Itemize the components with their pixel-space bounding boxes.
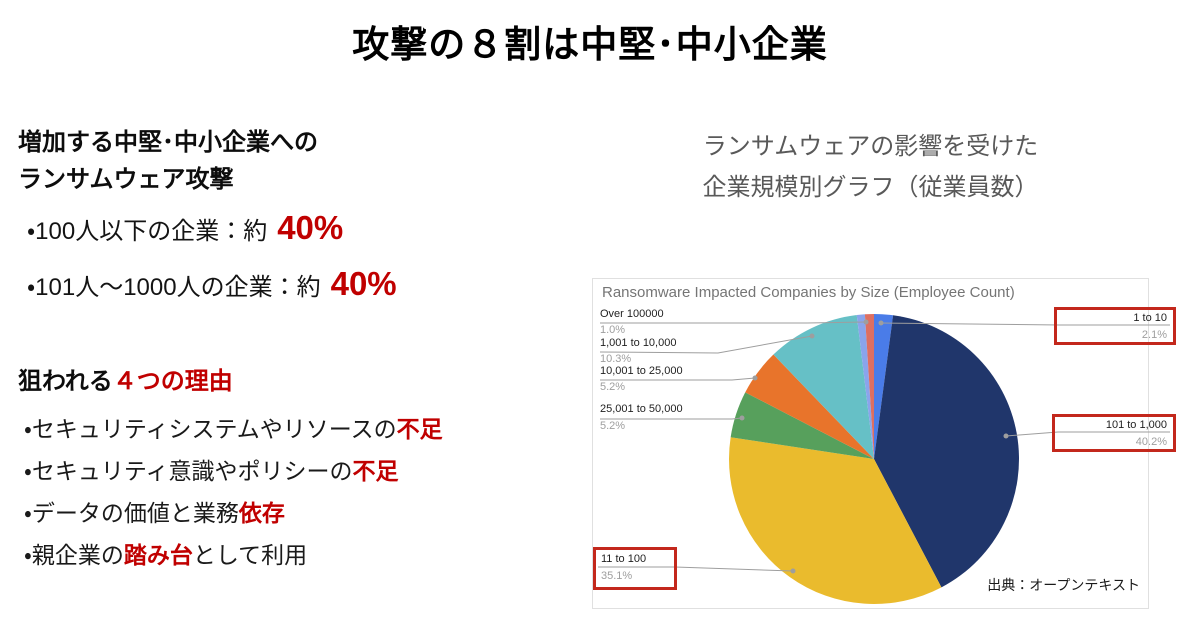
reasons-heading: 狙われる４つの理由	[18, 361, 233, 396]
callout-leader-line	[600, 321, 867, 324]
callout-label: 10,001 to 25,000	[600, 365, 683, 377]
pie-chart-svg	[598, 314, 1170, 604]
callout-anchor-dot	[739, 415, 745, 421]
stat-101-1000: ・101人～1000人の企業：約 40%	[27, 265, 397, 303]
stat-under-100: ・100人以下の企業：約 40%	[27, 209, 343, 247]
highlight-box-1-to-10: 1 to 10 2.1%	[1054, 307, 1176, 345]
callout-25001-50000: 25,001 to 50,000 5.2%	[600, 403, 683, 433]
pie-slice	[864, 314, 874, 459]
stat-101-1000-value: 40%	[330, 265, 397, 302]
callout-anchor-dot	[1003, 433, 1009, 439]
reason-text: ・親企業の	[24, 542, 124, 568]
reason-item: ・セキュリティシステムやリソースの不足	[24, 408, 443, 450]
callout-label: 11 to 100	[601, 553, 647, 565]
reason-text: ・セキュリティシステムやリソースの	[24, 416, 397, 442]
callout-pct: 35.1%	[601, 570, 633, 582]
callout-anchor-dot	[863, 319, 869, 325]
page-title: 攻撃の８割は中堅･中小企業	[352, 24, 828, 65]
reasons-heading-accent: ４つの理由	[112, 368, 233, 395]
callout-label: 25,001 to 50,000	[600, 403, 683, 415]
callout-leader-line	[880, 322, 1170, 326]
reason-item: ・データの価値と業務依存	[24, 492, 443, 534]
pie-slice	[730, 392, 874, 459]
left-heading: 増加する中堅･中小企業への ランサムウェア攻撃	[18, 124, 318, 198]
callout-10001-25000: 10,001 to 25,000 5.2%	[600, 365, 683, 394]
pie-slice	[773, 315, 874, 459]
pie-slice	[745, 354, 874, 459]
left-heading-line1: 増加する中堅･中小企業への	[18, 129, 318, 156]
reason-accent: 依存	[238, 500, 285, 526]
callout-label: 1 to 10	[1133, 312, 1167, 324]
callout-pct: 1.0%	[600, 324, 626, 336]
callout-label: 1,001 to 10,000	[600, 337, 677, 349]
reason-text: ・データの価値と業務	[24, 500, 239, 526]
left-heading-line2: ランサムウェア攻撃	[18, 166, 234, 193]
callout-1001-10000: 1,001 to 10,000 10.3%	[600, 337, 676, 366]
callout-anchor-dot	[752, 375, 758, 381]
chart-source: 出典：オープンテキスト	[987, 577, 1140, 593]
chart-title: Ransomware Impacted Companies by Size (E…	[602, 284, 1015, 301]
reason-item: ・セキュリティ意識やポリシーの不足	[24, 450, 443, 492]
highlight-box-101-to-1000: 101 to 1,000 40.2%	[1052, 414, 1176, 452]
pie-slice	[856, 314, 874, 459]
callout-leader-line	[599, 335, 813, 354]
callout-label: 101 to 1,000	[1105, 419, 1167, 431]
callout-anchor-dot	[878, 320, 884, 326]
pie-slice	[729, 437, 942, 604]
highlight-box-11-to-100: 11 to 100 35.1%	[593, 547, 677, 590]
callout-pct: 10.3%	[600, 353, 632, 365]
reasons-list: ・セキュリティシステムやリソースの不足 ・セキュリティ意識やポリシーの不足 ・デ…	[24, 408, 443, 576]
reasons-heading-plain: 狙われる	[18, 368, 113, 395]
stat-under-100-label: ・100人以下の企業：約	[27, 218, 268, 245]
callout-over-100000: Over 100000 1.0%	[600, 308, 664, 337]
reason-accent: 不足	[352, 458, 399, 484]
callout-leader-line	[600, 377, 756, 381]
chart-caption: ランサムウェアの影響を受けた 企業規模別グラフ（従業員数）	[592, 126, 1149, 208]
stat-under-100-value: 40%	[277, 209, 344, 246]
pie-chart-panel: Ransomware Impacted Companies by Size (E…	[592, 278, 1180, 614]
chart-caption-line2: 企業規模別グラフ（従業員数）	[702, 174, 1039, 201]
chart-panel-border	[592, 278, 1149, 609]
reason-text: ・セキュリティ意識やポリシーの	[24, 458, 353, 484]
callout-anchor-dot	[809, 333, 815, 339]
callout-pct: 40.2%	[1135, 436, 1167, 448]
chart-caption-line1: ランサムウェアの影響を受けた	[702, 133, 1039, 160]
callout-anchor-dot	[790, 568, 796, 574]
callout-leader-line	[600, 417, 743, 420]
pie-slice	[874, 315, 1019, 588]
callout-pct: 2.1%	[1141, 329, 1167, 341]
reason-accent: 踏み台	[123, 542, 193, 568]
reason-accent: 不足	[396, 416, 443, 442]
callout-label: Over 100000	[600, 308, 664, 320]
callout-pct: 5.2%	[600, 420, 626, 432]
stat-101-1000-label: ・101人～1000人の企業：約	[27, 274, 321, 301]
pie-slice	[874, 314, 894, 459]
callout-pct: 5.2%	[600, 381, 626, 393]
callout-leader-line	[1005, 431, 1170, 437]
reason-text: として利用	[192, 542, 308, 568]
reason-item: ・親企業の踏み台として利用	[24, 534, 443, 576]
